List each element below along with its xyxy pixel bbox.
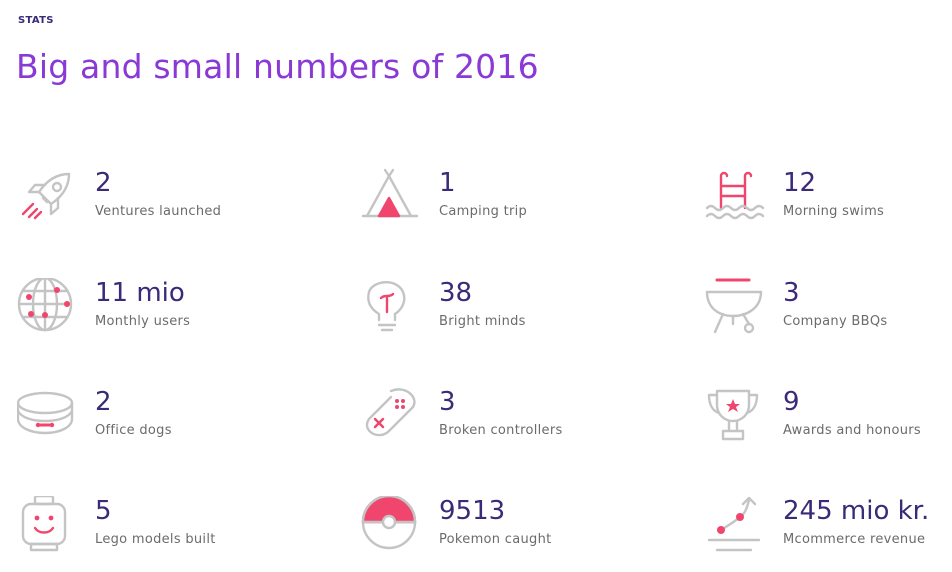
stat-label: Morning swims	[783, 204, 885, 219]
stat-lego-models-built: 5 Lego models built	[17, 496, 277, 566]
stat-bright-minds: 38 Bright minds	[361, 278, 621, 348]
stat-value: 9	[783, 387, 800, 417]
stat-broken-controllers: 3 Broken controllers	[361, 387, 621, 457]
stat-value: 3	[439, 387, 456, 417]
dog-collar-icon	[17, 387, 77, 447]
tent-icon	[361, 168, 421, 228]
stat-label: Monthly users	[95, 314, 191, 329]
stat-label: Mcommerce revenue	[783, 532, 926, 547]
stat-value: 5	[95, 496, 112, 526]
stat-value: 11 mio	[95, 278, 185, 308]
stat-label: Ventures launched	[95, 204, 222, 219]
pokeball-icon	[361, 496, 421, 556]
game-controller-icon	[361, 387, 421, 447]
stat-monthly-users: 11 mio Monthly users	[17, 278, 277, 348]
stat-label: Company BBQs	[783, 314, 888, 329]
stat-value: 2	[95, 387, 112, 417]
stat-label: Camping trip	[439, 204, 528, 219]
rocket-icon	[17, 168, 77, 228]
lego-head-icon	[17, 496, 77, 556]
lightbulb-icon	[361, 278, 421, 338]
grill-icon	[705, 278, 765, 338]
growth-chart-icon	[705, 496, 765, 556]
trophy-icon	[705, 387, 765, 447]
section-title: Big and small numbers of 2016	[16, 47, 539, 86]
stat-ventures-launched: 2 Ventures launched	[17, 168, 277, 238]
stat-value: 38	[439, 278, 473, 308]
globe-icon	[17, 278, 77, 338]
stat-value: 12	[783, 168, 817, 198]
stat-company-bbqs: 3 Company BBQs	[705, 278, 952, 348]
stat-camping-trip: 1 Camping trip	[361, 168, 621, 238]
stat-label: Office dogs	[95, 423, 172, 438]
stat-value: 245 mio kr.	[783, 496, 930, 526]
stat-label: Lego models built	[95, 532, 216, 547]
stat-label: Bright minds	[439, 314, 526, 329]
section-eyebrow: STATS	[18, 15, 54, 26]
stat-awards-and-honours: 9 Awards and honours	[705, 387, 952, 457]
stat-label: Broken controllers	[439, 423, 563, 438]
stat-morning-swims: 12 Morning swims	[705, 168, 952, 238]
pool-ladder-icon	[705, 168, 765, 228]
stat-mcommerce-revenue: 245 mio kr. Mcommerce revenue	[705, 496, 952, 566]
stat-value: 2	[95, 168, 112, 198]
stat-value: 1	[439, 168, 456, 198]
stat-label: Awards and honours	[783, 423, 921, 438]
stat-value: 9513	[439, 496, 506, 526]
stat-label: Pokemon caught	[439, 532, 552, 547]
stat-value: 3	[783, 278, 800, 308]
stat-pokemon-caught: 9513 Pokemon caught	[361, 496, 621, 566]
stat-office-dogs: 2 Office dogs	[17, 387, 277, 457]
